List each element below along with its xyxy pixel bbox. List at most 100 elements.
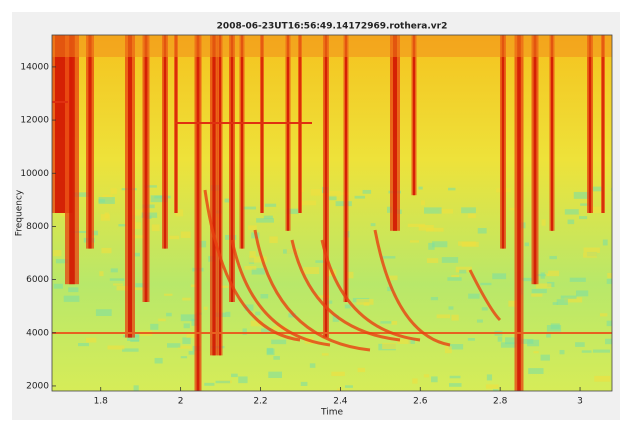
texture-speck <box>606 278 612 284</box>
streak-core <box>219 35 221 356</box>
texture-speck <box>605 338 612 345</box>
texture-speck <box>104 212 109 219</box>
sweep <box>320 239 421 342</box>
texture-speck <box>151 224 160 232</box>
texture-speck <box>531 289 547 294</box>
texture-speck <box>552 302 558 305</box>
y-tick-label: 14000 <box>20 62 49 72</box>
texture-speck <box>436 314 451 319</box>
texture-speck <box>255 311 261 316</box>
texture-speck <box>186 333 200 338</box>
texture-speck <box>540 354 550 361</box>
sweep <box>290 239 401 342</box>
texture-speck <box>444 346 452 354</box>
texture-speck <box>101 247 112 254</box>
texture-speck <box>249 251 256 258</box>
texture-speck <box>182 297 191 301</box>
texture-speck <box>481 307 488 311</box>
texture-speck <box>250 320 263 327</box>
texture-speck <box>99 271 104 277</box>
texture-speck <box>154 357 163 364</box>
texture-speck <box>409 240 419 243</box>
texture-speck <box>130 339 140 342</box>
texture-speck <box>451 274 459 278</box>
streak-core <box>196 35 200 391</box>
texture-speck <box>492 389 499 391</box>
texture-speck <box>467 338 475 341</box>
band <box>52 35 612 57</box>
sweep <box>203 189 301 342</box>
texture-speck <box>264 203 277 207</box>
texture-speck <box>492 273 507 280</box>
texture-speck <box>175 209 184 217</box>
y-axis-label: Frequency <box>15 189 25 236</box>
texture-speck <box>190 284 196 288</box>
texture-speck <box>388 275 398 281</box>
texture-speck <box>535 283 552 289</box>
texture-speck <box>180 314 198 322</box>
texture-speck <box>133 385 139 391</box>
texture-speck <box>116 285 130 291</box>
texture-speck <box>426 258 439 263</box>
x-tick-label: 2.2 <box>253 397 267 407</box>
texture-speck <box>606 320 612 327</box>
texture-speck <box>127 209 143 216</box>
streak-core <box>588 35 592 213</box>
texture-speck <box>536 274 547 277</box>
texture-speck <box>198 240 207 248</box>
texture-speck <box>78 342 89 347</box>
texture-speck <box>68 287 79 293</box>
texture-speck <box>599 313 608 317</box>
texture-speck <box>476 319 483 323</box>
texture-speck <box>448 187 456 191</box>
streak-core <box>345 35 347 302</box>
x-tick-label: 2.6 <box>413 397 428 407</box>
texture-speck <box>468 293 480 299</box>
texture-speck <box>248 225 257 230</box>
streak-core <box>413 35 415 196</box>
texture-speck <box>331 371 345 377</box>
texture-speck <box>592 349 610 353</box>
texture-speck <box>180 231 191 238</box>
texture-speck <box>328 195 337 201</box>
texture-speck <box>509 207 518 211</box>
texture-speck <box>546 325 562 332</box>
streak-core <box>163 35 167 249</box>
sweep <box>468 269 502 322</box>
streak-core <box>212 35 216 356</box>
texture-speck <box>423 374 430 378</box>
streak-core <box>88 35 92 249</box>
texture-speck <box>408 338 415 344</box>
texture-speck <box>594 375 611 382</box>
y-tick-label: 8000 <box>26 222 49 232</box>
texture-speck <box>357 367 366 373</box>
texture-speck <box>244 304 254 311</box>
texture-speck <box>458 241 476 246</box>
texture-speck <box>167 343 181 348</box>
texture-speck <box>521 277 532 282</box>
texture-speck <box>134 252 140 257</box>
texture-speck <box>166 312 172 317</box>
texture-speck <box>382 342 397 350</box>
texture-speck <box>329 191 341 197</box>
texture-speck <box>430 296 439 301</box>
streak-core <box>69 35 75 285</box>
streak-core <box>324 35 328 338</box>
texture-speck <box>249 256 267 263</box>
texture-speck <box>298 200 317 206</box>
texture-speck <box>150 323 159 330</box>
texture-speck <box>424 207 442 214</box>
texture-speck <box>344 304 351 309</box>
texture-speck <box>573 191 590 199</box>
chart-title: 2008-06-23UT16:56:49.14172969.rothera.vr… <box>217 22 448 32</box>
texture-speck <box>441 257 459 263</box>
texture-speck <box>590 206 602 214</box>
texture-speck <box>347 271 354 279</box>
texture-speck <box>583 252 597 258</box>
texture-speck <box>220 285 229 288</box>
y-tick-label: 6000 <box>26 275 49 285</box>
texture-speck <box>497 336 503 342</box>
texture-speck <box>63 295 80 302</box>
texture-speck <box>242 206 256 210</box>
streak-core <box>55 35 65 213</box>
